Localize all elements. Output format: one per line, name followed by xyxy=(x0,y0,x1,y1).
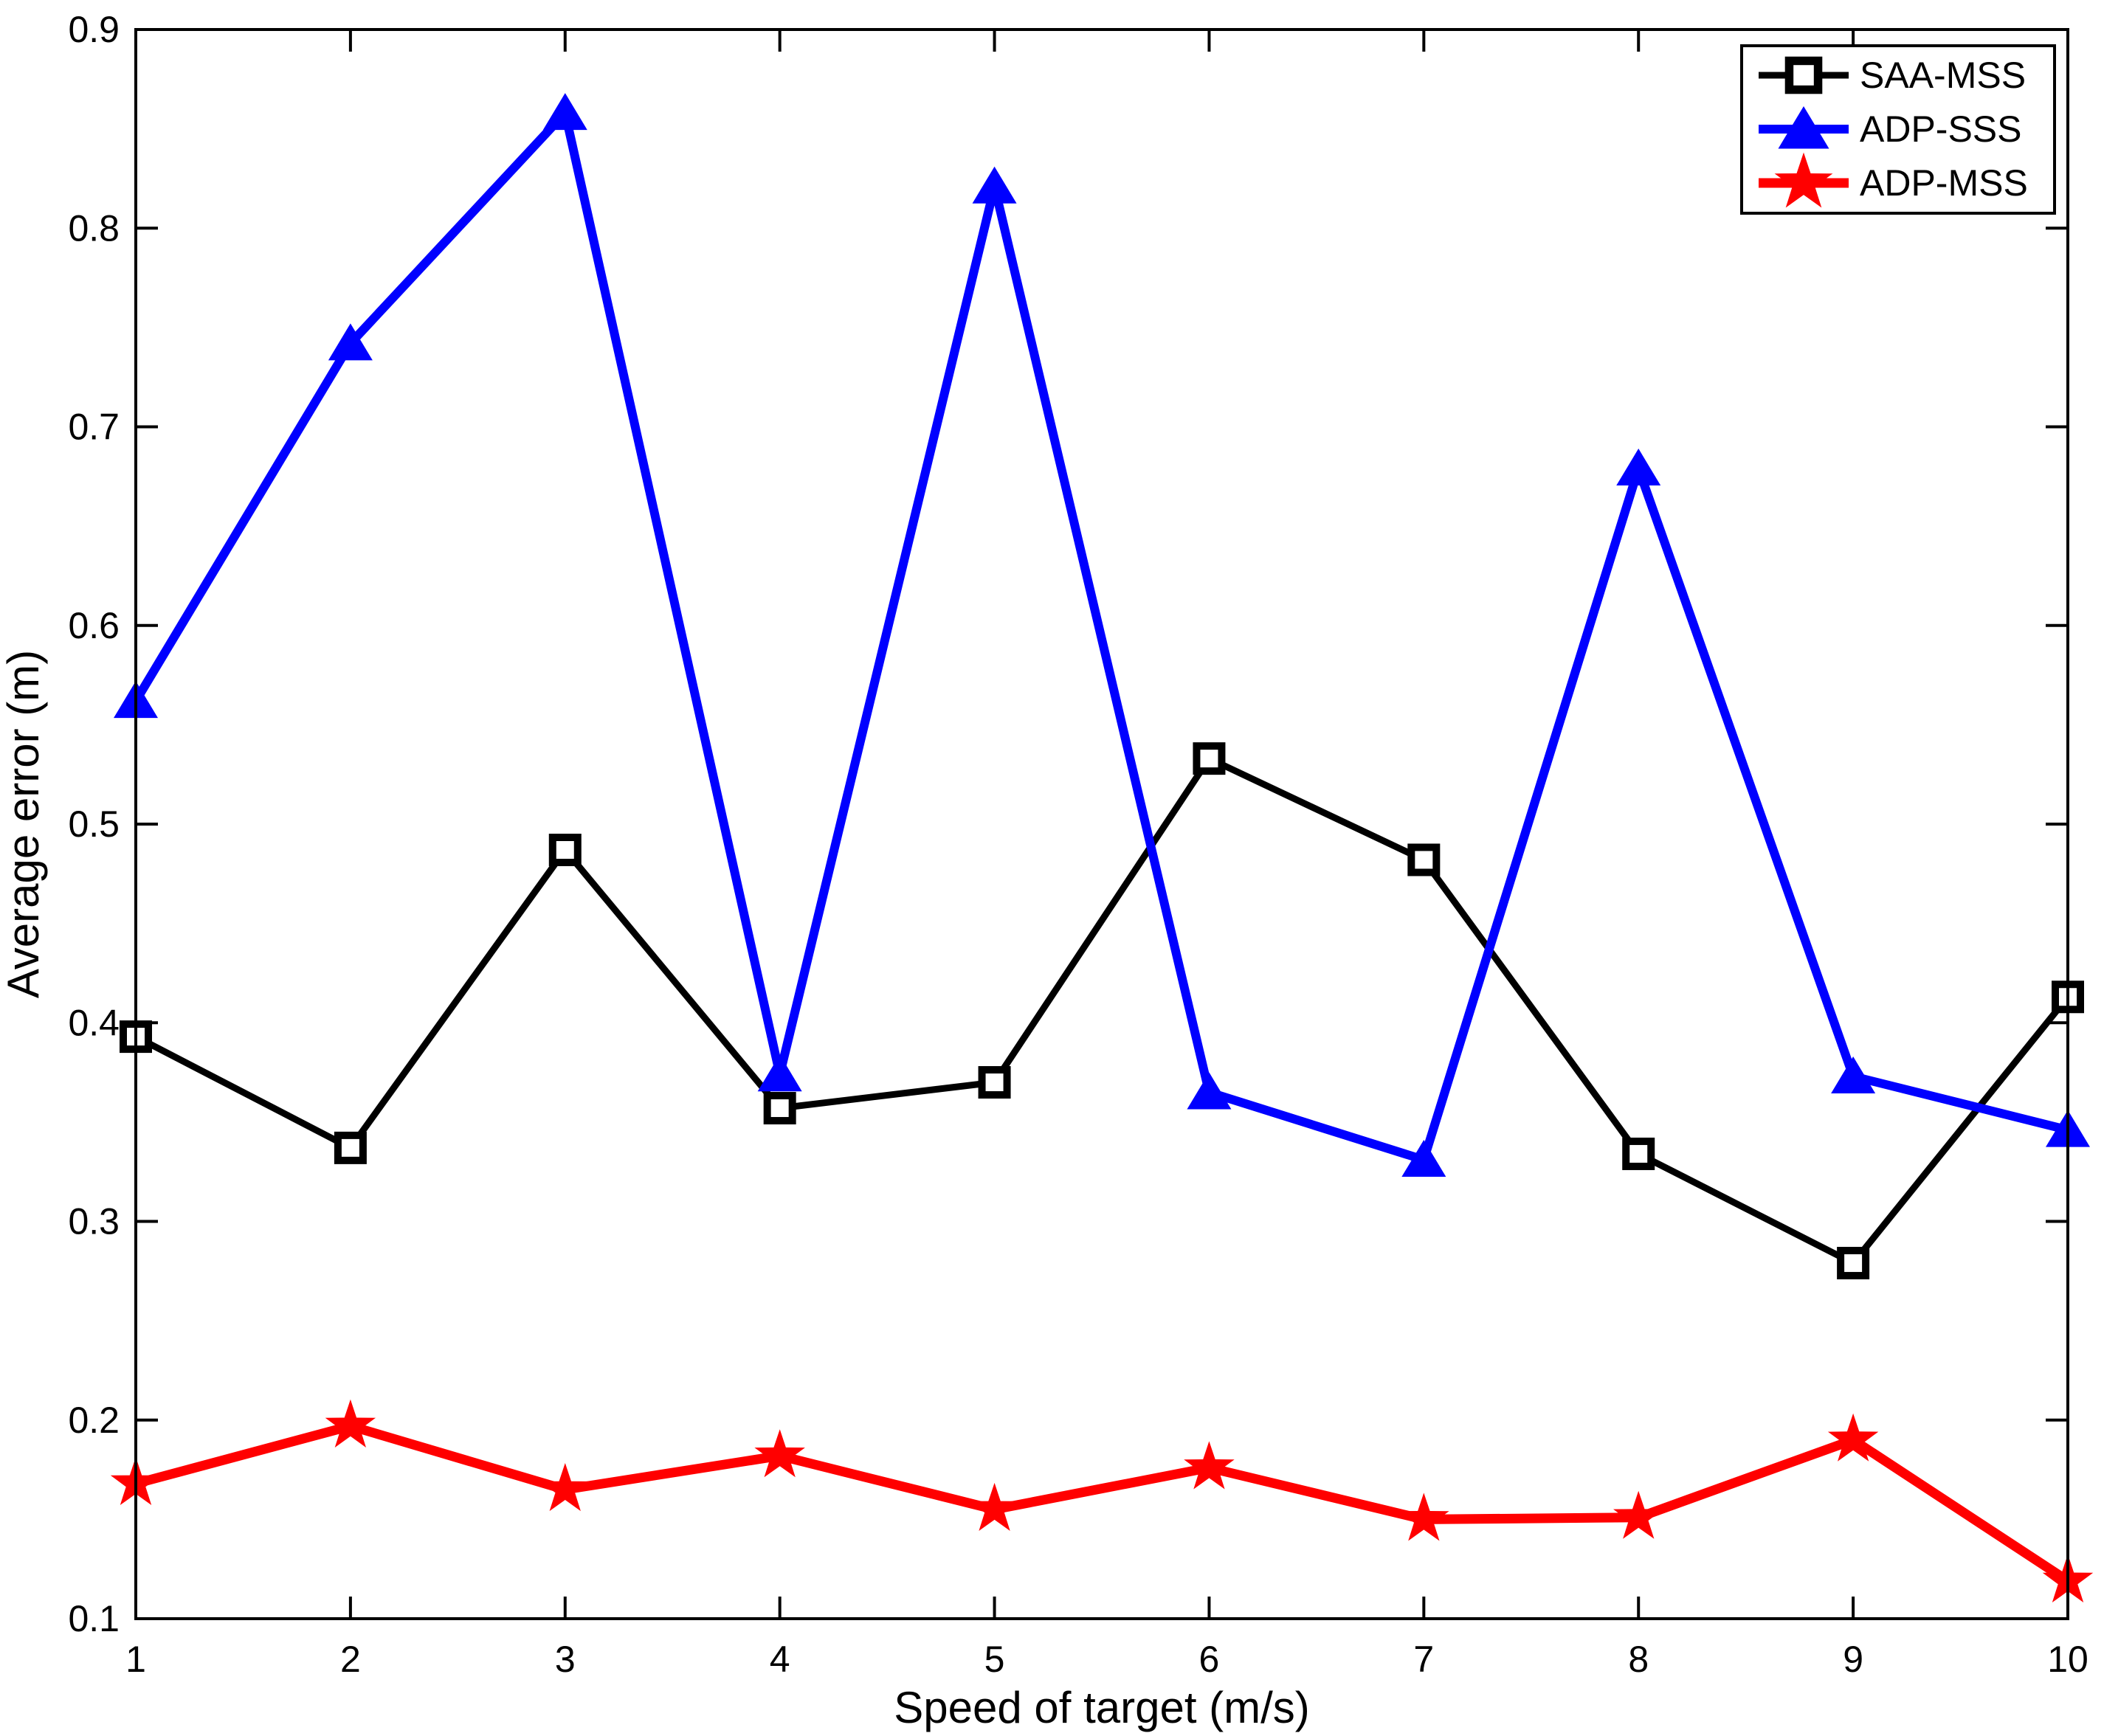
data-point-adp-mss xyxy=(1827,1413,1879,1462)
x-tick-label: 1 xyxy=(125,1639,146,1680)
data-point-saa-mss xyxy=(334,1131,367,1164)
data-point-saa-mss xyxy=(1622,1137,1655,1170)
y-tick-label: 0.6 xyxy=(68,605,120,646)
data-point-adp-mss xyxy=(969,1482,1020,1531)
data-point-saa-mss xyxy=(763,1092,796,1125)
x-tick-label: 2 xyxy=(340,1639,361,1680)
y-tick-label: 0.4 xyxy=(68,1002,120,1043)
data-point-adp-mss xyxy=(1613,1490,1664,1539)
legend-marker-saa-mss xyxy=(1784,56,1823,94)
x-tick-label: 6 xyxy=(1199,1639,1220,1680)
data-point-adp-mss xyxy=(1398,1493,1449,1541)
axis-tick-labels: 1 2 3 4 5 6 7 8 9 10 0.1 0.2 0.3 0.4 0.5 0.6 0.7 0.8 0.9 xyxy=(68,9,2088,1680)
legend-label-adp-mss: ADP-MSS xyxy=(1860,162,2028,204)
data-point-adp-sss xyxy=(1616,449,1661,486)
data-point-adp-sss xyxy=(328,323,373,361)
y-tick-label: 0.7 xyxy=(68,407,120,448)
data-point-adp-sss xyxy=(1831,1056,1876,1093)
y-axis-label: Average error (m) xyxy=(0,650,48,998)
data-point-adp-sss xyxy=(542,93,587,131)
series-line-adp-mss xyxy=(134,1421,2071,1585)
series-line-adp-sss xyxy=(131,108,2069,1164)
x-tick-label: 3 xyxy=(555,1639,576,1680)
x-tick-label: 8 xyxy=(1628,1639,1649,1680)
data-point-adp-sss xyxy=(1401,1140,1446,1177)
y-tick-label: 0.5 xyxy=(68,803,120,845)
legend-marker-adp-mss xyxy=(1774,152,1833,208)
data-point-adp-sss xyxy=(1187,1072,1232,1110)
data-point-adp-mss xyxy=(754,1429,805,1478)
x-tick-label: 10 xyxy=(2047,1639,2089,1680)
legend-marker-adp-sss xyxy=(1778,106,1829,149)
data-point-adp-sss xyxy=(972,166,1017,204)
data-point-adp-sss xyxy=(757,1054,802,1092)
y-tick-label: 0.8 xyxy=(68,207,120,249)
legend: SAA-MSS ADP-SSS ADP-MSS xyxy=(1740,44,2056,215)
x-tick-label: 9 xyxy=(1843,1639,1863,1680)
x-tick-label: 7 xyxy=(1413,1639,1434,1680)
x-tick-label: 5 xyxy=(984,1639,1005,1680)
data-point-saa-mss xyxy=(548,834,582,867)
data-point-adp-mss xyxy=(325,1399,376,1448)
data-point-adp-mss xyxy=(1184,1441,1235,1490)
data-point-saa-mss xyxy=(1407,843,1441,876)
y-tick-label: 0.2 xyxy=(68,1400,120,1441)
x-axis-label: Speed of target (m/s) xyxy=(894,1683,1310,1732)
y-tick-label: 0.3 xyxy=(68,1201,120,1242)
series-layer xyxy=(110,93,2094,1602)
data-point-saa-mss xyxy=(1837,1247,1870,1280)
data-point-saa-mss xyxy=(978,1066,1011,1099)
data-point-saa-mss xyxy=(1193,742,1226,775)
data-point-adp-mss xyxy=(539,1463,590,1512)
series-line-saa-mss xyxy=(134,755,2071,1267)
y-tick-label: 0.1 xyxy=(68,1598,120,1639)
x-tick-label: 4 xyxy=(770,1639,790,1680)
legend-label-adp-sss: ADP-SSS xyxy=(1860,108,2022,150)
plot-border xyxy=(134,28,2069,1620)
legend-label-saa-mss: SAA-MSS xyxy=(1860,55,2026,96)
y-tick-label: 0.9 xyxy=(68,9,120,50)
